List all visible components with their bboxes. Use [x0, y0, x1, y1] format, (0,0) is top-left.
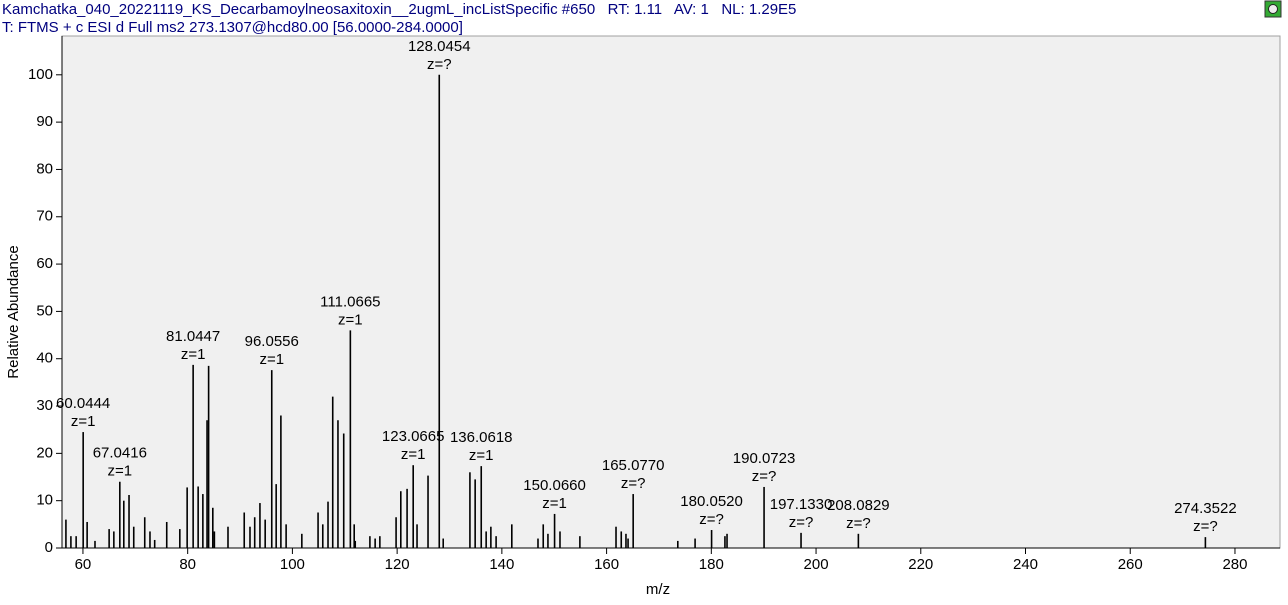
- peak-mz-label: 150.0660: [523, 477, 586, 494]
- peak-mz-label: 128.0454: [408, 38, 471, 55]
- y-tick-label: 100: [28, 66, 53, 83]
- x-tick-label: 280: [1222, 556, 1247, 573]
- peak-mz-label: 96.0556: [245, 333, 299, 350]
- x-tick-label: 80: [179, 556, 196, 573]
- x-tick-label: 220: [908, 556, 933, 573]
- peak-mz-label: 111.0665: [320, 293, 380, 310]
- peak-charge-label: z=?: [1193, 518, 1218, 535]
- y-tick-label: 0: [45, 539, 53, 556]
- y-tick-label: 70: [36, 208, 53, 225]
- x-tick-label: 140: [489, 556, 514, 573]
- peak-charge-label: z=1: [401, 446, 426, 463]
- plot-area: [61, 35, 1281, 549]
- peak-charge-label: z=?: [789, 514, 814, 531]
- x-tick-label: 120: [385, 556, 410, 573]
- x-tick-label: 160: [594, 556, 619, 573]
- peak-mz-label: 208.0829: [827, 497, 890, 514]
- peak-mz-label: 81.0447: [166, 328, 220, 345]
- x-tick-label: 180: [699, 556, 724, 573]
- peak-mz-label: 60.0444: [56, 395, 110, 412]
- peak-mz-label: 123.0665: [382, 428, 445, 445]
- peak-charge-label: z=1: [469, 447, 494, 464]
- chart-subtitle: T: FTMS + c ESI d Full ms2 273.1307@hcd8…: [2, 19, 463, 36]
- y-tick-label: 60: [36, 255, 53, 272]
- peak-mz-label: 136.0618: [450, 429, 513, 446]
- y-axis-label: Relative Abundance: [5, 245, 22, 378]
- y-tick-label: 50: [36, 302, 53, 319]
- peak-charge-label: z=?: [427, 56, 452, 73]
- y-tick-label: 40: [36, 350, 53, 367]
- y-tick-label: 20: [36, 444, 53, 461]
- peak-charge-label: z=?: [621, 475, 646, 492]
- peak-charge-label: z=1: [71, 413, 96, 430]
- peak-charge-label: z=?: [752, 468, 777, 485]
- peak-charge-label: z=?: [846, 515, 871, 532]
- peak-charge-label: z=1: [542, 495, 567, 512]
- peak-charge-label: z=?: [699, 511, 724, 528]
- peak-mz-label: 165.0770: [602, 457, 665, 474]
- peak-charge-label: z=1: [108, 463, 133, 480]
- chart-title: Kamchatka_040_20221119_KS_Decarbamoylneo…: [2, 1, 796, 18]
- peak-mz-label: 197.1330: [770, 496, 833, 513]
- app-icon[interactable]: [1264, 0, 1282, 18]
- peak-mz-label: 274.3522: [1174, 500, 1237, 517]
- x-tick-label: 200: [804, 556, 829, 573]
- y-tick-label: 80: [36, 160, 53, 177]
- x-tick-label: 240: [1013, 556, 1038, 573]
- peak-mz-label: 67.0416: [93, 445, 147, 462]
- y-tick-label: 90: [36, 113, 53, 130]
- y-tick-label: 10: [36, 492, 53, 509]
- peak-charge-label: z=1: [259, 351, 284, 368]
- x-axis-label: m/z: [646, 581, 670, 598]
- x-tick-label: 260: [1118, 556, 1143, 573]
- x-tick-label: 60: [75, 556, 92, 573]
- peak-mz-label: 180.0520: [680, 493, 743, 510]
- y-tick-label: 30: [36, 397, 53, 414]
- peak-mz-label: 190.0723: [733, 450, 796, 467]
- x-tick-label: 100: [280, 556, 305, 573]
- icon-glyph[interactable]: [1268, 4, 1278, 14]
- peak-charge-label: z=1: [338, 311, 363, 328]
- peak-charge-label: z=1: [181, 346, 206, 363]
